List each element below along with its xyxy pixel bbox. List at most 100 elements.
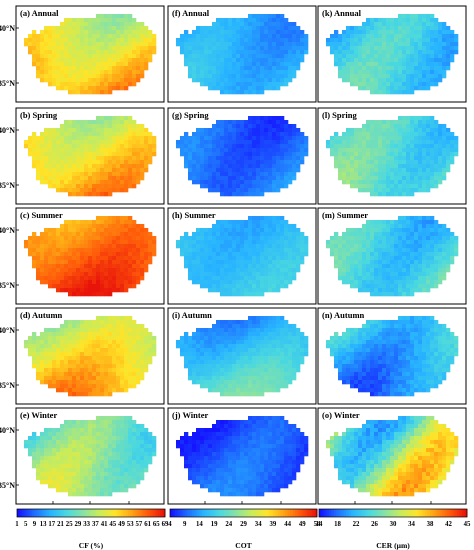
heatmap-cell bbox=[144, 364, 149, 369]
heatmap-cell bbox=[268, 180, 273, 185]
heatmap-cell bbox=[220, 172, 225, 177]
heatmap-cell bbox=[52, 464, 57, 469]
heatmap-cell bbox=[76, 86, 81, 91]
heatmap-cell bbox=[56, 284, 61, 289]
heatmap-cell bbox=[204, 128, 209, 133]
heatmap-cell bbox=[112, 62, 117, 67]
heatmap-cell bbox=[280, 216, 285, 221]
heatmap-cell bbox=[288, 228, 293, 233]
heatmap-cell bbox=[56, 336, 61, 341]
heatmap-cell bbox=[72, 368, 77, 373]
heatmap-cell bbox=[268, 74, 273, 79]
heatmap-cell bbox=[64, 34, 69, 39]
map-panel: (h) Summer bbox=[167, 207, 317, 305]
heatmap-cell bbox=[104, 224, 109, 229]
heatmap-cell bbox=[60, 280, 65, 285]
heatmap-cell bbox=[292, 26, 297, 31]
heatmap-cell bbox=[272, 124, 277, 129]
heatmap-cell bbox=[208, 436, 213, 441]
heatmap-cell bbox=[88, 74, 93, 79]
heatmap-cell bbox=[248, 180, 253, 185]
heatmap-cell bbox=[88, 78, 93, 83]
heatmap-cell bbox=[256, 456, 261, 461]
heatmap-cell bbox=[28, 136, 33, 141]
heatmap-cell bbox=[196, 38, 201, 43]
heatmap-cell bbox=[196, 332, 201, 337]
heatmap-cell bbox=[276, 284, 281, 289]
heatmap-cell bbox=[44, 356, 49, 361]
heatmap-cell bbox=[212, 26, 217, 31]
heatmap-cell bbox=[184, 264, 189, 269]
heatmap-cell bbox=[108, 336, 113, 341]
heatmap-cell bbox=[188, 176, 193, 181]
heatmap-cell bbox=[232, 78, 237, 83]
heatmap-cell bbox=[32, 436, 37, 441]
heatmap-cell bbox=[56, 480, 61, 485]
heatmap-cell bbox=[136, 432, 141, 437]
heatmap-cell bbox=[304, 144, 309, 149]
heatmap-cell bbox=[56, 132, 61, 137]
heatmap-cell bbox=[188, 248, 193, 253]
heatmap-cell bbox=[68, 480, 73, 485]
heatmap-cell bbox=[144, 30, 149, 35]
heatmap-cell bbox=[132, 420, 137, 425]
heatmap-cell bbox=[108, 54, 113, 59]
heatmap-cell bbox=[100, 74, 105, 79]
heatmap-cell bbox=[200, 384, 205, 389]
heatmap-cell bbox=[100, 460, 105, 465]
heatmap-cell bbox=[304, 448, 309, 453]
heatmap-cell bbox=[148, 46, 153, 51]
heatmap-cell bbox=[92, 464, 97, 469]
heatmap-cell bbox=[256, 46, 261, 51]
heatmap-cell bbox=[136, 464, 141, 469]
heatmap-cell bbox=[132, 456, 137, 461]
heatmap-cell bbox=[256, 380, 261, 385]
heatmap-cell bbox=[124, 152, 129, 157]
heatmap-cell bbox=[148, 444, 153, 449]
heatmap-cell bbox=[260, 168, 265, 173]
heatmap-cell bbox=[244, 376, 249, 381]
heatmap-cell bbox=[236, 156, 241, 161]
heatmap-cell bbox=[116, 148, 121, 153]
heatmap-cell bbox=[240, 136, 245, 141]
heatmap-cell bbox=[296, 428, 301, 433]
heatmap-cell bbox=[112, 456, 117, 461]
heatmap-cell bbox=[104, 30, 109, 35]
panel-label: (a) Annual bbox=[20, 8, 59, 18]
heatmap-cell bbox=[68, 144, 73, 149]
heatmap-cell bbox=[200, 380, 205, 385]
heatmap-cell bbox=[212, 62, 217, 67]
heatmap-cell bbox=[108, 232, 113, 237]
heatmap-cell bbox=[88, 252, 93, 257]
heatmap-cell bbox=[196, 252, 201, 257]
heatmap-cell bbox=[256, 436, 261, 441]
heatmap-cell bbox=[240, 388, 245, 393]
heatmap-cell bbox=[116, 232, 121, 237]
heatmap-cell bbox=[288, 352, 293, 357]
heatmap-cell bbox=[280, 428, 285, 433]
heatmap-cell bbox=[248, 50, 253, 55]
heatmap-cell bbox=[72, 484, 77, 489]
heatmap-cell bbox=[128, 352, 133, 357]
heatmap-cell bbox=[260, 368, 265, 373]
heatmap-cell bbox=[252, 284, 257, 289]
heatmap-cell bbox=[216, 86, 221, 91]
heatmap-cell bbox=[188, 62, 193, 67]
heatmap-cell bbox=[248, 320, 253, 325]
heatmap-cell bbox=[120, 172, 125, 177]
heatmap-cell bbox=[304, 136, 309, 141]
heatmap-cell bbox=[268, 140, 273, 145]
heatmap-cell bbox=[48, 368, 53, 373]
heatmap-cell bbox=[288, 26, 293, 31]
heatmap-cell bbox=[24, 340, 29, 345]
heatmap-cell bbox=[212, 132, 217, 137]
heatmap-cell bbox=[248, 416, 253, 421]
heatmap-cell bbox=[28, 152, 33, 157]
heatmap-cell bbox=[80, 480, 85, 485]
heatmap-cell bbox=[32, 156, 37, 161]
heatmap-cell bbox=[288, 176, 293, 181]
heatmap-cell bbox=[128, 368, 133, 373]
heatmap-cell bbox=[120, 140, 125, 145]
heatmap-cell bbox=[128, 416, 133, 421]
heatmap-cell bbox=[60, 368, 65, 373]
